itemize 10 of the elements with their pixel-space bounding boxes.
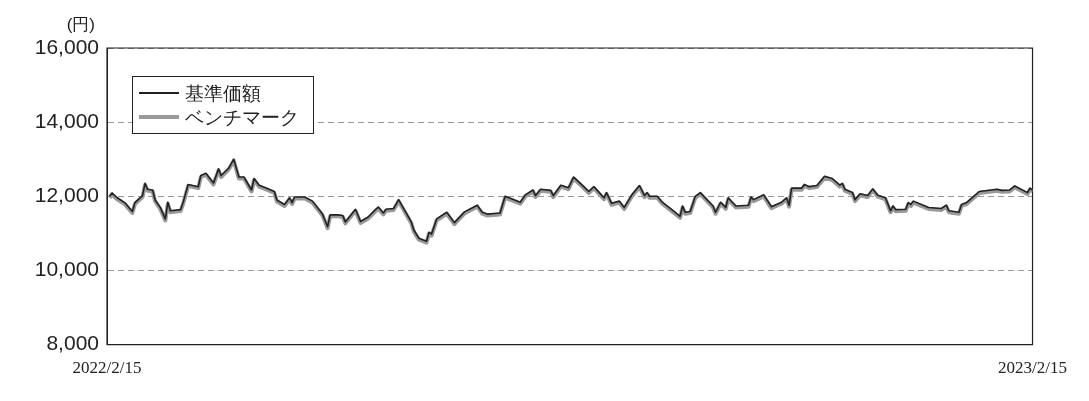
x-tick-label: 2023/2/15 (998, 358, 1067, 378)
legend-label: ベンチマーク (185, 105, 299, 129)
y-tick-label: 10,000 (34, 257, 99, 281)
y-tick-label: 16,000 (34, 34, 99, 58)
x-tick-label: 2022/2/15 (72, 358, 142, 378)
y-tick-label: 14,000 (34, 108, 99, 132)
legend-label: 基準価額 (185, 81, 261, 105)
y-axis-title: (円) (66, 15, 95, 35)
y-tick-label: 8,000 (46, 331, 99, 355)
y-tick-label: 12,000 (34, 183, 99, 207)
